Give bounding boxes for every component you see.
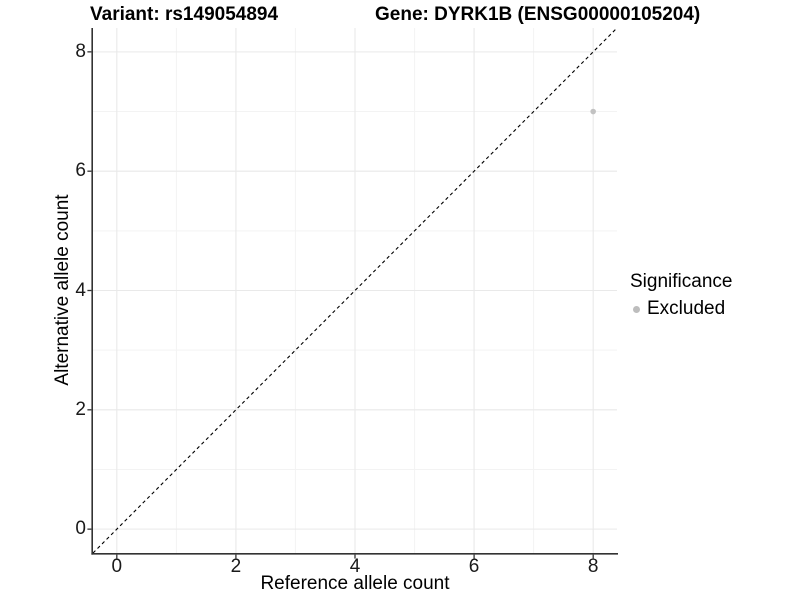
y-tick-label: 0 [75,518,86,540]
x-tick-label: 0 [111,556,123,577]
x-tick-label: 2 [230,556,242,577]
x-tick-label: 8 [587,556,599,577]
legend: Significance Excluded [630,271,732,320]
legend-items: Excluded [630,298,732,320]
gene-title: Gene: DYRK1B (ENSG00000105204) [375,4,701,25]
legend-point-icon [633,305,640,313]
x-axis-title: Reference allele count [260,573,450,594]
legend-title: Significance [630,271,733,292]
y-tick-label: 2 [75,398,86,420]
identity-line [92,27,618,554]
x-tick-label: 6 [468,556,480,577]
y-tick-label: 6 [75,160,86,182]
data-point [590,108,596,115]
x-tick-label: 4 [349,556,361,577]
variant-title: Variant: rs149054894 [90,4,279,25]
legend-item: Excluded [630,298,732,320]
y-tick-label: 8 [75,40,86,62]
y-tick-label: 4 [75,279,86,301]
y-axis-title: Alternative allele count [52,194,73,386]
legend-item-label: Excluded [647,298,726,319]
